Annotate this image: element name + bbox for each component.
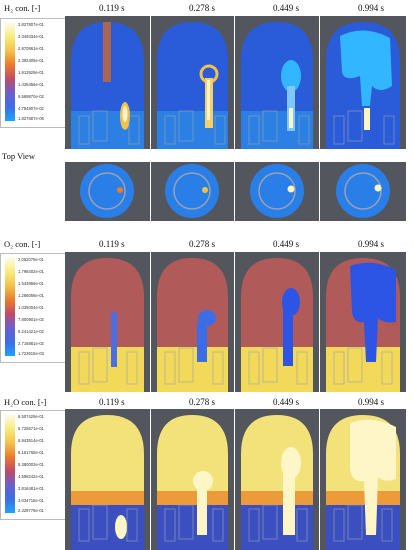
top-view-panel bbox=[151, 162, 234, 221]
h2o-section-label: H₂O con. [-] bbox=[4, 397, 47, 407]
h2-tick: 2.392405e-01 bbox=[18, 58, 44, 63]
time-label: 0.119 s bbox=[99, 239, 125, 249]
o2-tick: 1.543966e-01 bbox=[18, 281, 44, 286]
o2-panel bbox=[320, 252, 406, 392]
h2-tick: 9.569870e-02 bbox=[18, 94, 44, 99]
time-label: 0.449 s bbox=[273, 3, 300, 13]
h2o-colorbar-gradient bbox=[5, 415, 15, 513]
h2o-tick: 2.329776e-01 bbox=[18, 508, 44, 513]
h2-tick: 1.827687e-06 bbox=[18, 116, 44, 121]
time-label: 0.994 s bbox=[358, 3, 385, 13]
h2-colorbar-gradient bbox=[5, 23, 15, 121]
h2-tick: 1.435456e-01 bbox=[18, 82, 44, 87]
h2-section-label: H₂ con. [-] bbox=[4, 3, 41, 13]
h2o-tick: 6.725571e-01 bbox=[18, 426, 44, 431]
h2o-tick: 4.598242e-01 bbox=[18, 474, 44, 479]
o2-tick: 7.800901e-02 bbox=[18, 317, 44, 322]
time-label: 0.994 s bbox=[358, 397, 385, 407]
h2o-tick: 6.943514e-01 bbox=[18, 438, 44, 443]
h2-panel bbox=[65, 16, 150, 149]
o2-tick: 1.798402e-01 bbox=[18, 269, 44, 274]
h2-panel bbox=[320, 16, 406, 149]
time-label: 0.449 s bbox=[273, 239, 300, 249]
time-label: 0.119 s bbox=[99, 3, 125, 13]
o2-panel bbox=[235, 252, 319, 392]
h2-tick: 2.870861e-01 bbox=[18, 46, 44, 51]
time-label: 0.278 s bbox=[189, 397, 216, 407]
o2-colorbar-gradient bbox=[5, 258, 15, 356]
top-view-panel bbox=[235, 162, 319, 221]
o2-tick: 1.035004e-01 bbox=[18, 305, 44, 310]
h2-tick: 3.349334e-01 bbox=[18, 34, 44, 39]
o2-tick: 5.241421e-02 bbox=[18, 329, 44, 334]
h2o-tick: 3.034718e-01 bbox=[18, 498, 44, 503]
o2-tick: 2.052078e-01 bbox=[18, 257, 44, 262]
h2o-tick: 8.507429e-01 bbox=[18, 414, 44, 419]
time-label: 0.278 s bbox=[189, 3, 216, 13]
o2-panel bbox=[151, 252, 234, 392]
time-label: 0.449 s bbox=[273, 397, 300, 407]
top-view-panel bbox=[65, 162, 150, 221]
h2o-tick: 3.816481e-01 bbox=[18, 486, 44, 491]
h2-tick: 1.913929e-01 bbox=[18, 70, 44, 75]
o2-section-label: O₂ con. [-] bbox=[4, 239, 41, 249]
time-label: 0.119 s bbox=[99, 397, 125, 407]
h2-panel bbox=[151, 16, 234, 149]
top-view-label: Top View bbox=[2, 151, 35, 161]
o2-tick: 1.286056e-01 bbox=[18, 293, 44, 298]
h2-tick: 3.827807e-01 bbox=[18, 22, 44, 27]
time-label: 0.994 s bbox=[358, 239, 385, 249]
h2o-panel bbox=[320, 409, 406, 550]
h2o-panel bbox=[151, 409, 234, 550]
h2o-tick: 6.161768e-01 bbox=[18, 450, 44, 455]
time-label: 0.278 s bbox=[189, 239, 216, 249]
h2o-panel bbox=[235, 409, 319, 550]
o2-colorbar: 2.052078e-01 1.798402e-01 1.543966e-01 1… bbox=[0, 253, 68, 363]
h2-colorbar: 3.827807e-01 3.349334e-01 2.870861e-01 2… bbox=[0, 18, 68, 128]
o2-tick: 1.723615e-03 bbox=[18, 351, 44, 356]
h2-tick: 4.784907e-02 bbox=[18, 106, 44, 111]
h2o-colorbar: 8.507429e-01 6.725571e-01 6.943514e-01 6… bbox=[0, 410, 68, 520]
top-view-panel bbox=[320, 162, 406, 221]
o2-panel bbox=[65, 252, 150, 392]
h2o-tick: 5.380003e-01 bbox=[18, 462, 44, 467]
h2o-panel bbox=[65, 409, 150, 550]
o2-tick: 2.716881e-02 bbox=[18, 341, 44, 346]
h2-panel bbox=[235, 16, 319, 149]
